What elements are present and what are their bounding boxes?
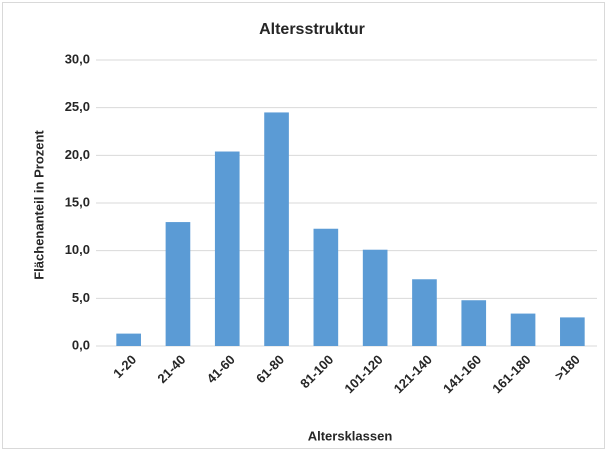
y-tick-label: 25,0 xyxy=(65,99,90,114)
x-axis-label: Altersklassen xyxy=(308,428,393,443)
y-tick-label: 15,0 xyxy=(65,194,90,209)
y-tick-label: 20,0 xyxy=(65,147,90,162)
bar xyxy=(461,300,487,346)
chart-title: Altersstruktur xyxy=(259,21,365,38)
bar xyxy=(412,279,437,346)
bar xyxy=(116,333,141,346)
bar xyxy=(510,313,536,346)
y-tick-label: 5,0 xyxy=(72,290,90,305)
bar xyxy=(264,112,289,346)
y-tick-label: 30,0 xyxy=(65,51,90,66)
y-tick-label: 0,0 xyxy=(72,337,90,352)
bar xyxy=(362,249,388,346)
y-axis-label: Flächenanteil in Prozent xyxy=(31,130,46,280)
bar xyxy=(214,151,240,346)
bar xyxy=(165,222,191,346)
y-tick-label: 10,0 xyxy=(65,242,90,257)
bar xyxy=(560,317,585,346)
bar xyxy=(313,228,339,346)
